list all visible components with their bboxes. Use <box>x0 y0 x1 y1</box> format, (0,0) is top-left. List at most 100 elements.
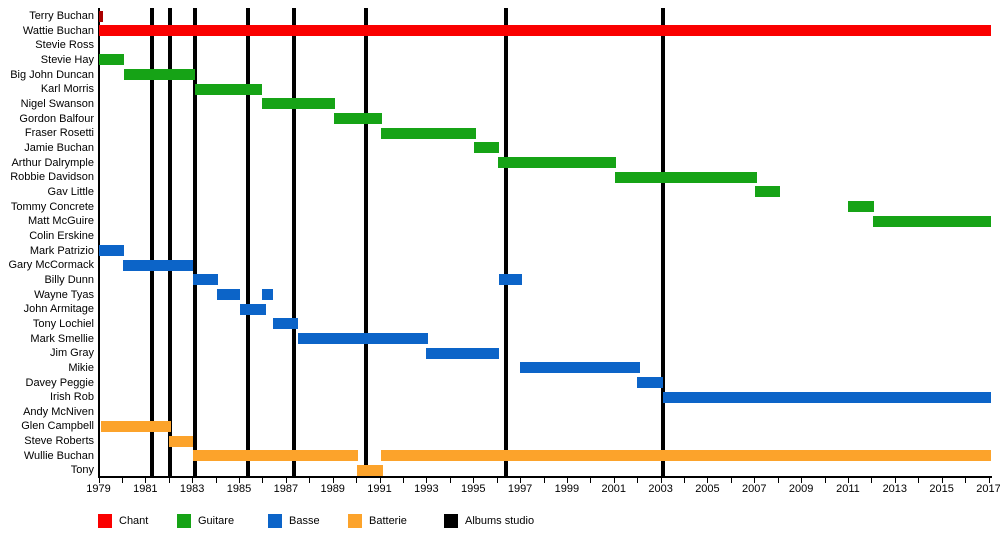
timeline-bar-guitare <box>474 142 499 154</box>
member-name-label: Nigel Swanson <box>20 97 94 110</box>
timeline-bar-basse <box>297 333 428 345</box>
x-axis-tick <box>262 478 264 483</box>
timeline-bar-basse <box>216 289 241 301</box>
member-name-label: Wattie Buchan <box>22 24 94 37</box>
member-name-label: Robbie Davidson <box>10 171 94 184</box>
legend-swatch-guitare <box>177 514 191 528</box>
x-axis-tick <box>965 478 967 483</box>
member-name-label: Stevie Hay <box>40 53 94 66</box>
timeline-bar-batterie <box>380 450 991 462</box>
legend-swatch-chant <box>98 514 112 528</box>
member-name-label: Big John Duncan <box>10 68 94 81</box>
x-axis-tick <box>520 478 522 483</box>
timeline-bar-basse <box>637 377 663 388</box>
x-axis-tick <box>426 478 428 483</box>
member-name-label: Steve Roberts <box>24 435 94 448</box>
album-studio-line <box>168 8 173 476</box>
member-name-label: Stevie Ross <box>35 39 94 52</box>
x-axis-tick <box>215 478 217 483</box>
timeline-bar-guitare <box>497 157 617 169</box>
legend-label-albums: Albums studio <box>465 515 535 527</box>
x-axis-tick <box>98 478 100 483</box>
member-name-label: Wullie Buchan <box>23 449 94 462</box>
x-axis-tick <box>496 478 498 483</box>
member-name-label: Tommy Concrete <box>10 200 94 213</box>
x-axis-tick-label: 1995 <box>460 483 486 495</box>
timeline-bar-guitare <box>262 98 336 110</box>
album-studio-line <box>150 8 155 476</box>
x-axis-tick-label: 2011 <box>836 483 860 495</box>
timeline-bar-batterie <box>168 435 194 447</box>
timeline-bar-guitare <box>333 113 382 125</box>
x-axis-tick <box>121 478 123 483</box>
member-name-label: Irish Rob <box>49 391 94 404</box>
legend-label-guitare: Guitare <box>198 515 235 527</box>
x-axis-tick <box>309 478 311 483</box>
x-axis-tick-label: 1981 <box>133 483 158 495</box>
x-axis-tick <box>356 478 358 483</box>
timeline-bar-batterie <box>100 420 172 432</box>
album-studio-line <box>363 8 368 476</box>
x-axis-tick <box>918 478 920 483</box>
x-axis-tick <box>660 478 662 483</box>
timeline-bar-chant <box>98 25 991 37</box>
timeline-bar-basse <box>426 347 499 359</box>
timeline-bar-guitare <box>124 69 195 81</box>
timeline-bar-basse <box>240 303 266 315</box>
x-axis-tick <box>379 478 381 483</box>
x-axis-tick <box>707 478 709 483</box>
timeline-bar-basse <box>123 259 194 271</box>
x-axis-tick <box>590 478 592 483</box>
timeline-bar-basse <box>499 274 523 286</box>
legend: Chant Guitare Basse Batterie Albums studio <box>0 514 1000 534</box>
x-axis-tick <box>239 478 241 483</box>
x-axis-tick <box>285 478 287 483</box>
timeline-bar-guitare <box>98 54 125 66</box>
timeline-bar-basse <box>193 274 218 286</box>
x-axis-tick-label: 2001 <box>601 483 626 495</box>
member-name-label: Tony Lochiel <box>32 317 94 330</box>
x-axis-tick-label: 1989 <box>320 483 345 495</box>
x-axis-tick <box>894 478 896 483</box>
x-axis-tick-label: 1991 <box>367 483 392 495</box>
timeline-bar-basse <box>520 362 640 374</box>
x-axis-tick-label: 1993 <box>414 483 439 495</box>
member-name-label: Gav Little <box>47 185 94 198</box>
x-axis-tick-label: 1985 <box>226 483 252 495</box>
album-studio-line <box>246 8 251 476</box>
legend-label-basse: Basse <box>289 515 320 527</box>
x-axis-tick <box>449 478 451 483</box>
legend-label-chant: Chant <box>119 515 149 527</box>
x-axis-tick-label: 1987 <box>273 483 299 495</box>
member-name-label: Mark Smellie <box>30 332 94 345</box>
timeline-bar-chant <box>98 10 104 22</box>
member-name-label: Karl Morris <box>40 83 94 96</box>
member-name-label: Jim Gray <box>50 347 94 360</box>
x-axis-tick-label: 2015 <box>929 483 954 495</box>
timeline-bar-guitare <box>872 215 991 227</box>
timeline-bar-basse <box>272 318 298 330</box>
x-axis-tick <box>871 478 873 483</box>
member-name-label: Gary McCormack <box>8 259 94 272</box>
timeline-bar-batterie <box>193 450 359 462</box>
timeline-bar-basse <box>262 289 273 301</box>
y-axis-line <box>98 8 100 478</box>
timeline-bar-basse <box>662 391 991 403</box>
x-axis-tick <box>777 478 779 483</box>
timeline-bar-batterie <box>357 464 384 476</box>
x-axis-tick-label: 2003 <box>648 483 673 495</box>
x-axis-tick <box>332 478 334 483</box>
member-name-label: Wayne Tyas <box>34 288 94 301</box>
x-axis-tick-label: 2007 <box>742 483 767 495</box>
member-name-label: Matt McGuire <box>27 215 94 228</box>
member-name-label: Jamie Buchan <box>24 141 94 154</box>
x-axis-tick <box>824 478 826 483</box>
x-axis-line <box>98 476 992 478</box>
x-axis-tick <box>730 478 732 483</box>
x-axis-tick <box>684 478 686 483</box>
timeline-bar-guitare <box>755 186 781 198</box>
legend-swatch-batterie <box>348 514 362 528</box>
member-name-label: Arthur Dalrymple <box>11 156 94 169</box>
